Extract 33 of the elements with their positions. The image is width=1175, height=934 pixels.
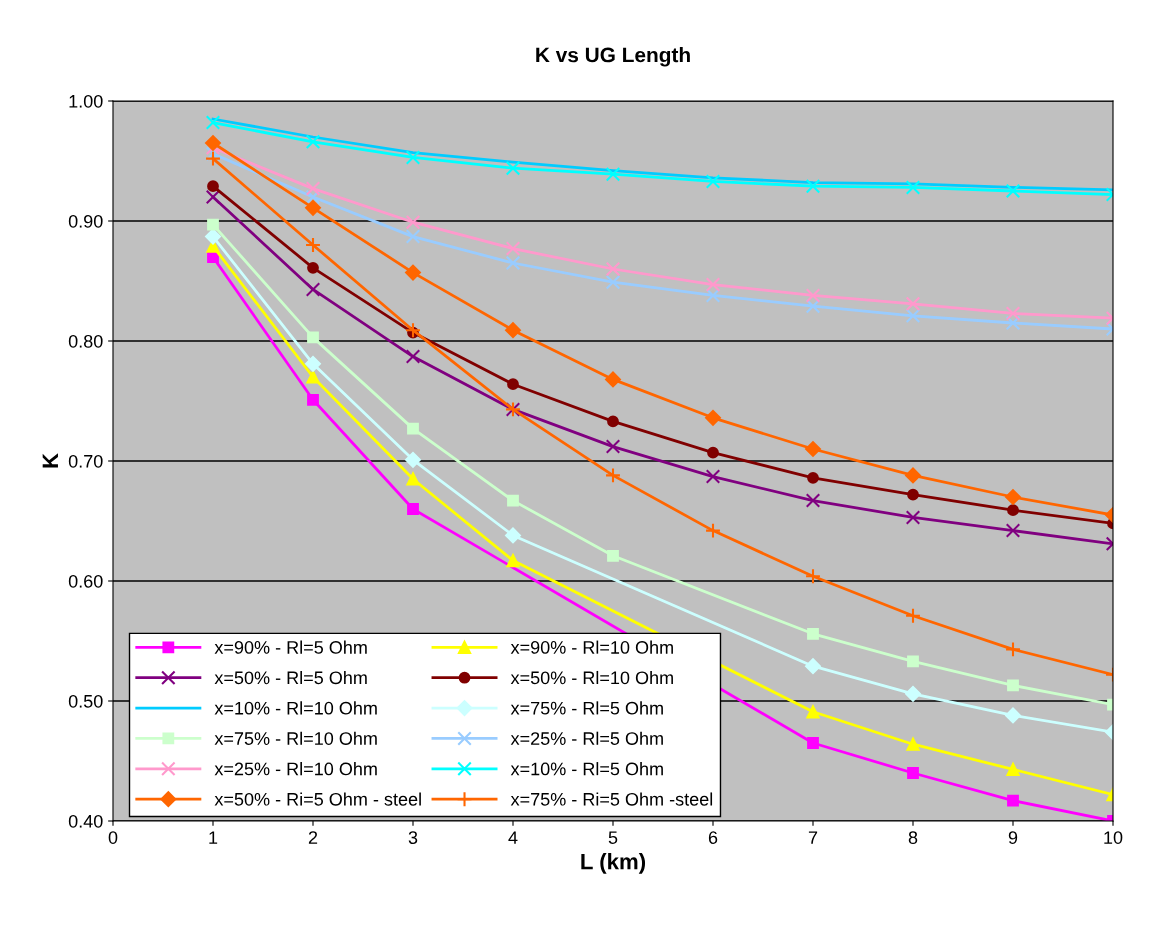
- legend-label: x=10% - Rl=10 Ohm: [214, 701, 377, 715]
- legend-label: x=90% - Rl=5 Ohm: [214, 640, 367, 654]
- y-tick-label: 0.50: [68, 694, 103, 708]
- y-tick-label: 0.80: [68, 334, 103, 348]
- x-tick-label: 10: [1104, 831, 1123, 844]
- y-tick-label: 0.90: [68, 214, 103, 228]
- x-tick-label: 6: [708, 831, 718, 844]
- chart-title: K vs UG Length: [536, 47, 690, 67]
- x-tick-label: 9: [1008, 831, 1018, 844]
- legend-label: x=50% - Rl=5 Ohm: [214, 670, 367, 685]
- legend-label: x=75% - Rl=5 Ohm: [510, 701, 663, 715]
- x-tick-label: 0: [108, 831, 118, 844]
- x-tick-label: 5: [608, 831, 618, 844]
- x-axis-title: L (km): [581, 853, 646, 874]
- y-tick-label: 0.40: [68, 814, 103, 828]
- x-tick-label: 1: [209, 831, 218, 844]
- legend-label: x=75% - Ri=5 Ohm -steel: [510, 792, 713, 806]
- legend-label: x=50% - Rl=10 Ohm: [510, 670, 673, 685]
- x-tick-label: 7: [808, 831, 818, 844]
- legend-label: x=75% - Rl=10 Ohm: [214, 731, 377, 745]
- legend-label: x=10% - Rl=5 Ohm: [510, 762, 663, 776]
- y-tick-label: 0.70: [68, 454, 103, 468]
- y-axis-title: K: [42, 453, 58, 468]
- legend-label: x=25% - Rl=10 Ohm: [214, 762, 377, 776]
- x-tick-label: 8: [908, 831, 918, 844]
- x-tick-label: 3: [408, 831, 418, 844]
- legend-label: x=90% - Rl=10 Ohm: [510, 640, 673, 654]
- legend-label: x=25% - Rl=5 Ohm: [510, 731, 663, 745]
- legend-label: x=50% - Ri=5 Ohm - steel: [214, 792, 421, 806]
- y-tick-label: 1.00: [69, 94, 103, 108]
- x-tick-label: 2: [308, 831, 318, 844]
- y-tick-label: 0.60: [68, 574, 103, 588]
- x-tick-label: 4: [508, 831, 518, 844]
